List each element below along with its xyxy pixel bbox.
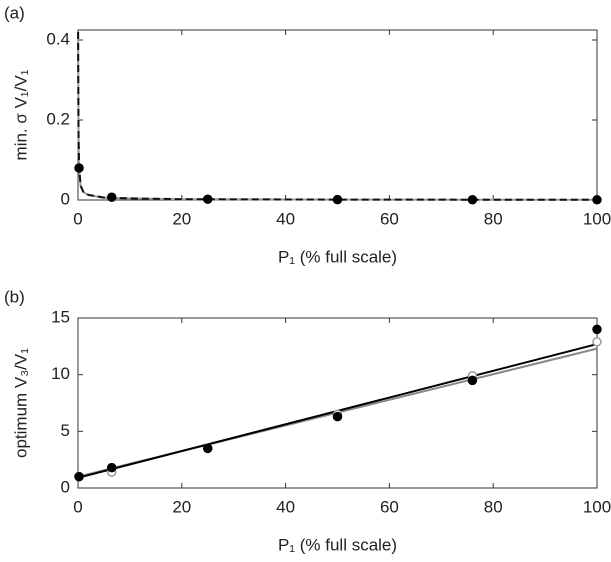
x-tick-label: 20 (172, 497, 191, 516)
data-point (592, 195, 602, 205)
y-tick-label: 10 (51, 364, 70, 383)
data-point (74, 471, 84, 482)
y-tick-label: 0.4 (46, 29, 70, 48)
data-point (332, 194, 343, 205)
data-point (203, 443, 213, 454)
series-line (77, 31, 598, 201)
x-tick-label: 60 (380, 209, 399, 228)
y-tick-label: 0 (61, 477, 70, 496)
panel-label: (b) (4, 287, 25, 306)
x-tick-label: 80 (484, 497, 503, 516)
plot-area (77, 29, 598, 201)
x-tick-label: 80 (484, 209, 503, 228)
data-point (74, 163, 84, 173)
x-axis-label: P₁ (% full scale) (278, 247, 397, 266)
x-tick-label: 0 (73, 497, 82, 516)
y-tick-label: 15 (51, 307, 70, 326)
x-tick-label: 40 (276, 209, 295, 228)
y-tick-label: 0.2 (46, 109, 70, 128)
y-axis-label: min. σ V₁/V₁ (11, 69, 30, 160)
x-tick-label: 100 (583, 209, 611, 228)
y-tick-label: 5 (61, 421, 70, 440)
x-tick-label: 20 (172, 209, 191, 228)
x-tick-label: 100 (583, 497, 611, 516)
data-point (467, 194, 478, 205)
plot-area (77, 317, 598, 489)
x-tick-label: 0 (73, 209, 82, 228)
x-tick-label: 40 (276, 497, 295, 516)
x-tick-label: 60 (380, 497, 399, 516)
x-axis-label: P₁ (% full scale) (278, 535, 397, 554)
panel-label: (a) (4, 3, 25, 22)
data-point (332, 411, 343, 422)
data-point (467, 375, 478, 386)
y-tick-label: 0 (61, 189, 70, 208)
data-point (592, 324, 602, 335)
data-point (592, 337, 602, 347)
data-point (106, 462, 117, 473)
data-point (203, 194, 213, 204)
data-point (106, 192, 117, 202)
y-axis-label: optimum V₃/V₁ (11, 348, 30, 458)
